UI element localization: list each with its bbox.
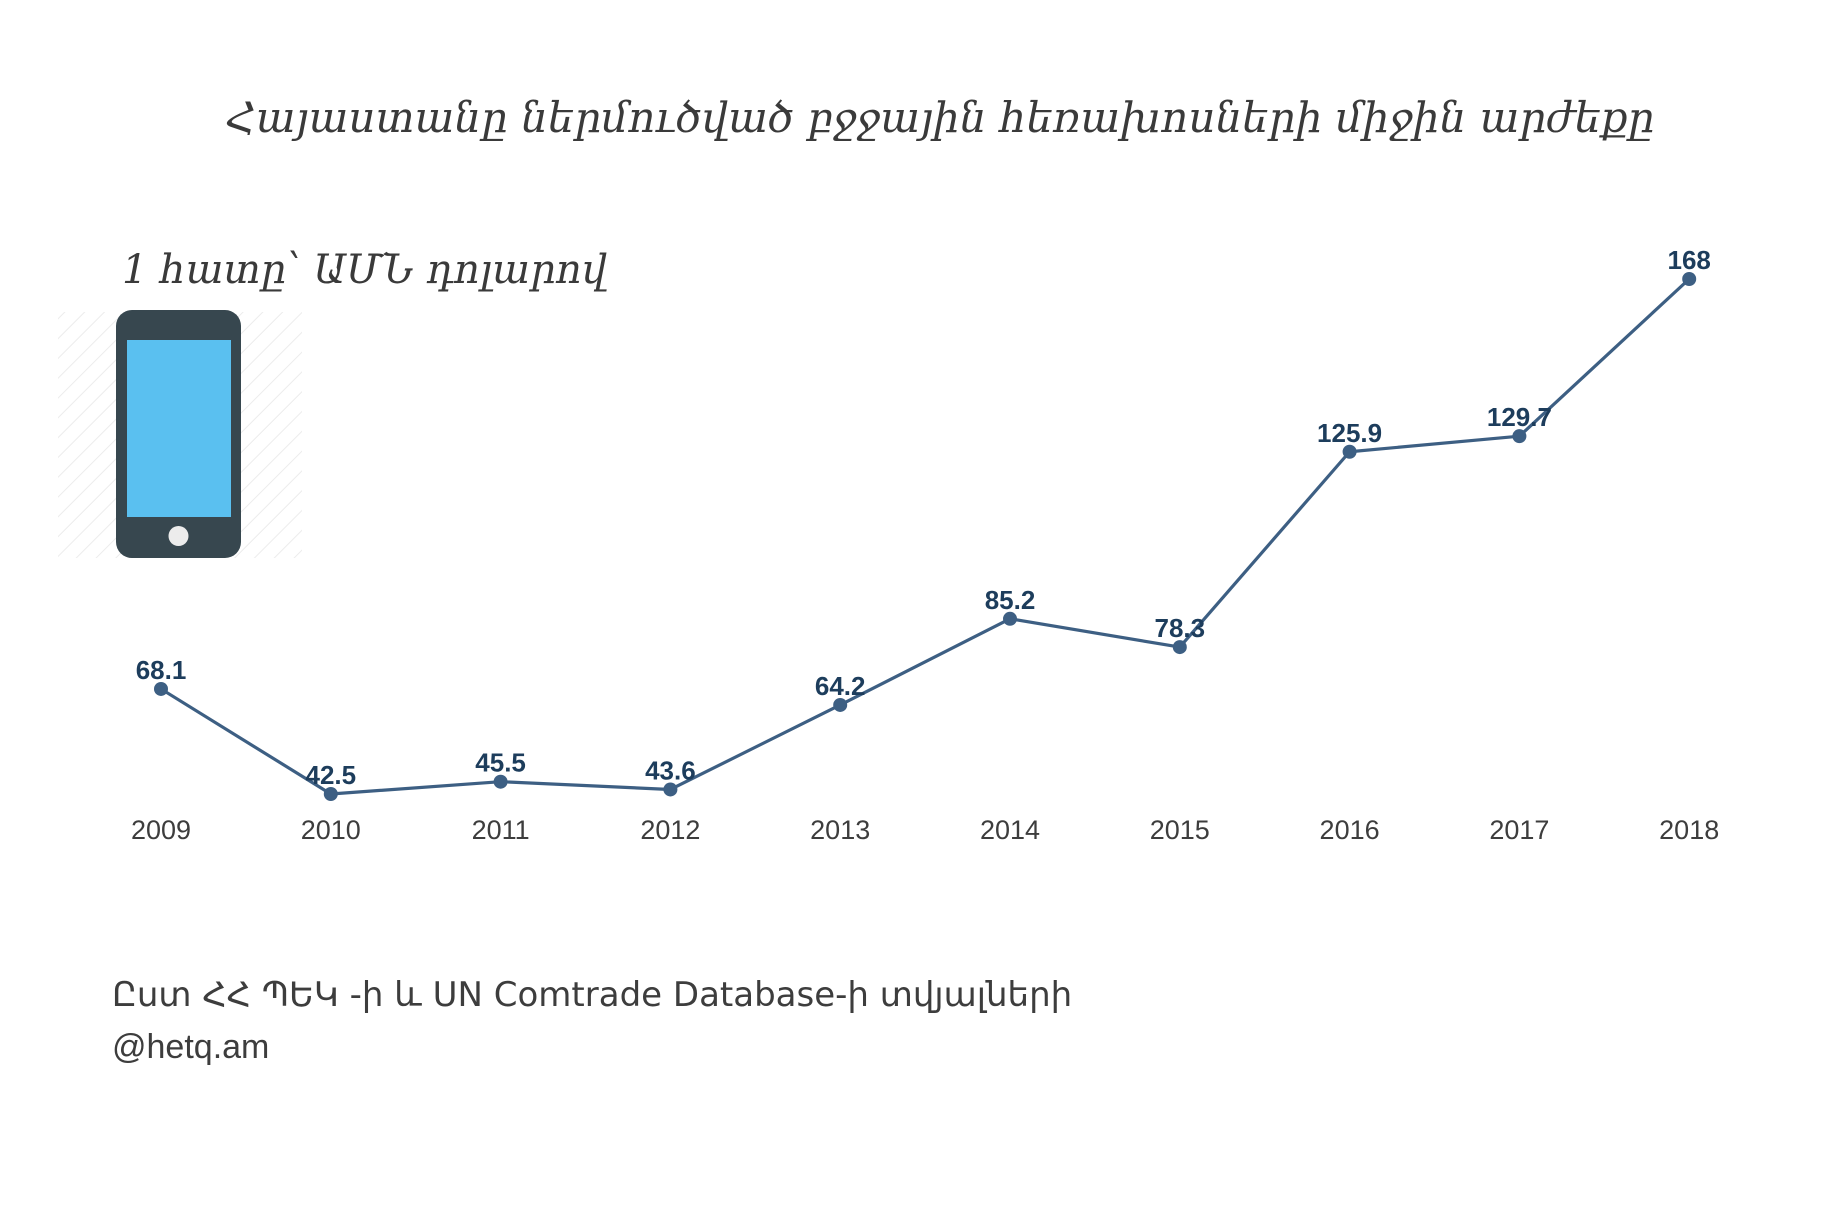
phone-screen — [127, 340, 231, 517]
x-axis-ticks: 2009 2010 2011 2012 2013 2014 2015 2016 2017 2018 — [131, 815, 1719, 845]
data-label-2012: 43.6 — [645, 755, 696, 785]
x-tick-2018: 2018 — [1659, 815, 1719, 845]
data-point-2013 — [833, 697, 848, 712]
data-point-2010 — [323, 787, 338, 801]
series-line — [160, 277, 1691, 796]
data-label-2011: 45.5 — [475, 748, 526, 778]
x-tick-2011: 2011 — [472, 815, 530, 845]
data-points — [154, 272, 1697, 801]
data-point-2018 — [1682, 272, 1697, 286]
data-point-2017 — [1512, 429, 1527, 444]
data-label-2017: 129.7 — [1487, 402, 1552, 432]
x-tick-2010: 2010 — [301, 815, 361, 845]
phone-home-button — [168, 526, 189, 546]
data-labels: 68.1 42.5 45.5 43.6 64.2 85.2 78.3 125.9 129.7 16… — [136, 245, 1711, 790]
data-point-2015 — [1172, 640, 1187, 655]
data-label-2016: 125.9 — [1317, 418, 1382, 448]
chart-subtitle: 1 հատը՝ ԱՄՆ դոլարով — [122, 247, 607, 293]
data-point-2012 — [663, 782, 678, 797]
x-tick-2014: 2014 — [980, 815, 1040, 845]
mobile-phone-icon — [58, 310, 302, 558]
data-point-2011 — [493, 774, 508, 789]
data-label-2013: 64.2 — [815, 671, 866, 701]
data-label-2010: 42.5 — [305, 760, 356, 790]
data-label-2009: 68.1 — [136, 655, 187, 685]
data-point-2016 — [1342, 444, 1357, 459]
data-label-2018: 168 — [1668, 245, 1711, 275]
chart-title: Հայաստանը ներմուծված բջջային հեռախոսների… — [226, 93, 1655, 142]
x-tick-2009: 2009 — [131, 815, 191, 845]
source-note: Ըստ ՀՀ ՊԵԿ -ի և UN Comtrade Database-ի տ… — [112, 975, 1072, 1015]
credit-text: @hetq.am — [112, 1028, 269, 1066]
x-tick-2013: 2013 — [810, 815, 870, 845]
x-tick-2017: 2017 — [1489, 815, 1549, 845]
x-tick-2016: 2016 — [1320, 815, 1380, 845]
data-point-2014 — [1003, 611, 1017, 626]
data-point-2009 — [154, 681, 168, 696]
x-tick-2015: 2015 — [1150, 815, 1210, 845]
data-label-2014: 85.2 — [985, 585, 1036, 615]
data-label-2015: 78.3 — [1154, 613, 1205, 643]
x-tick-2012: 2012 — [640, 815, 700, 845]
